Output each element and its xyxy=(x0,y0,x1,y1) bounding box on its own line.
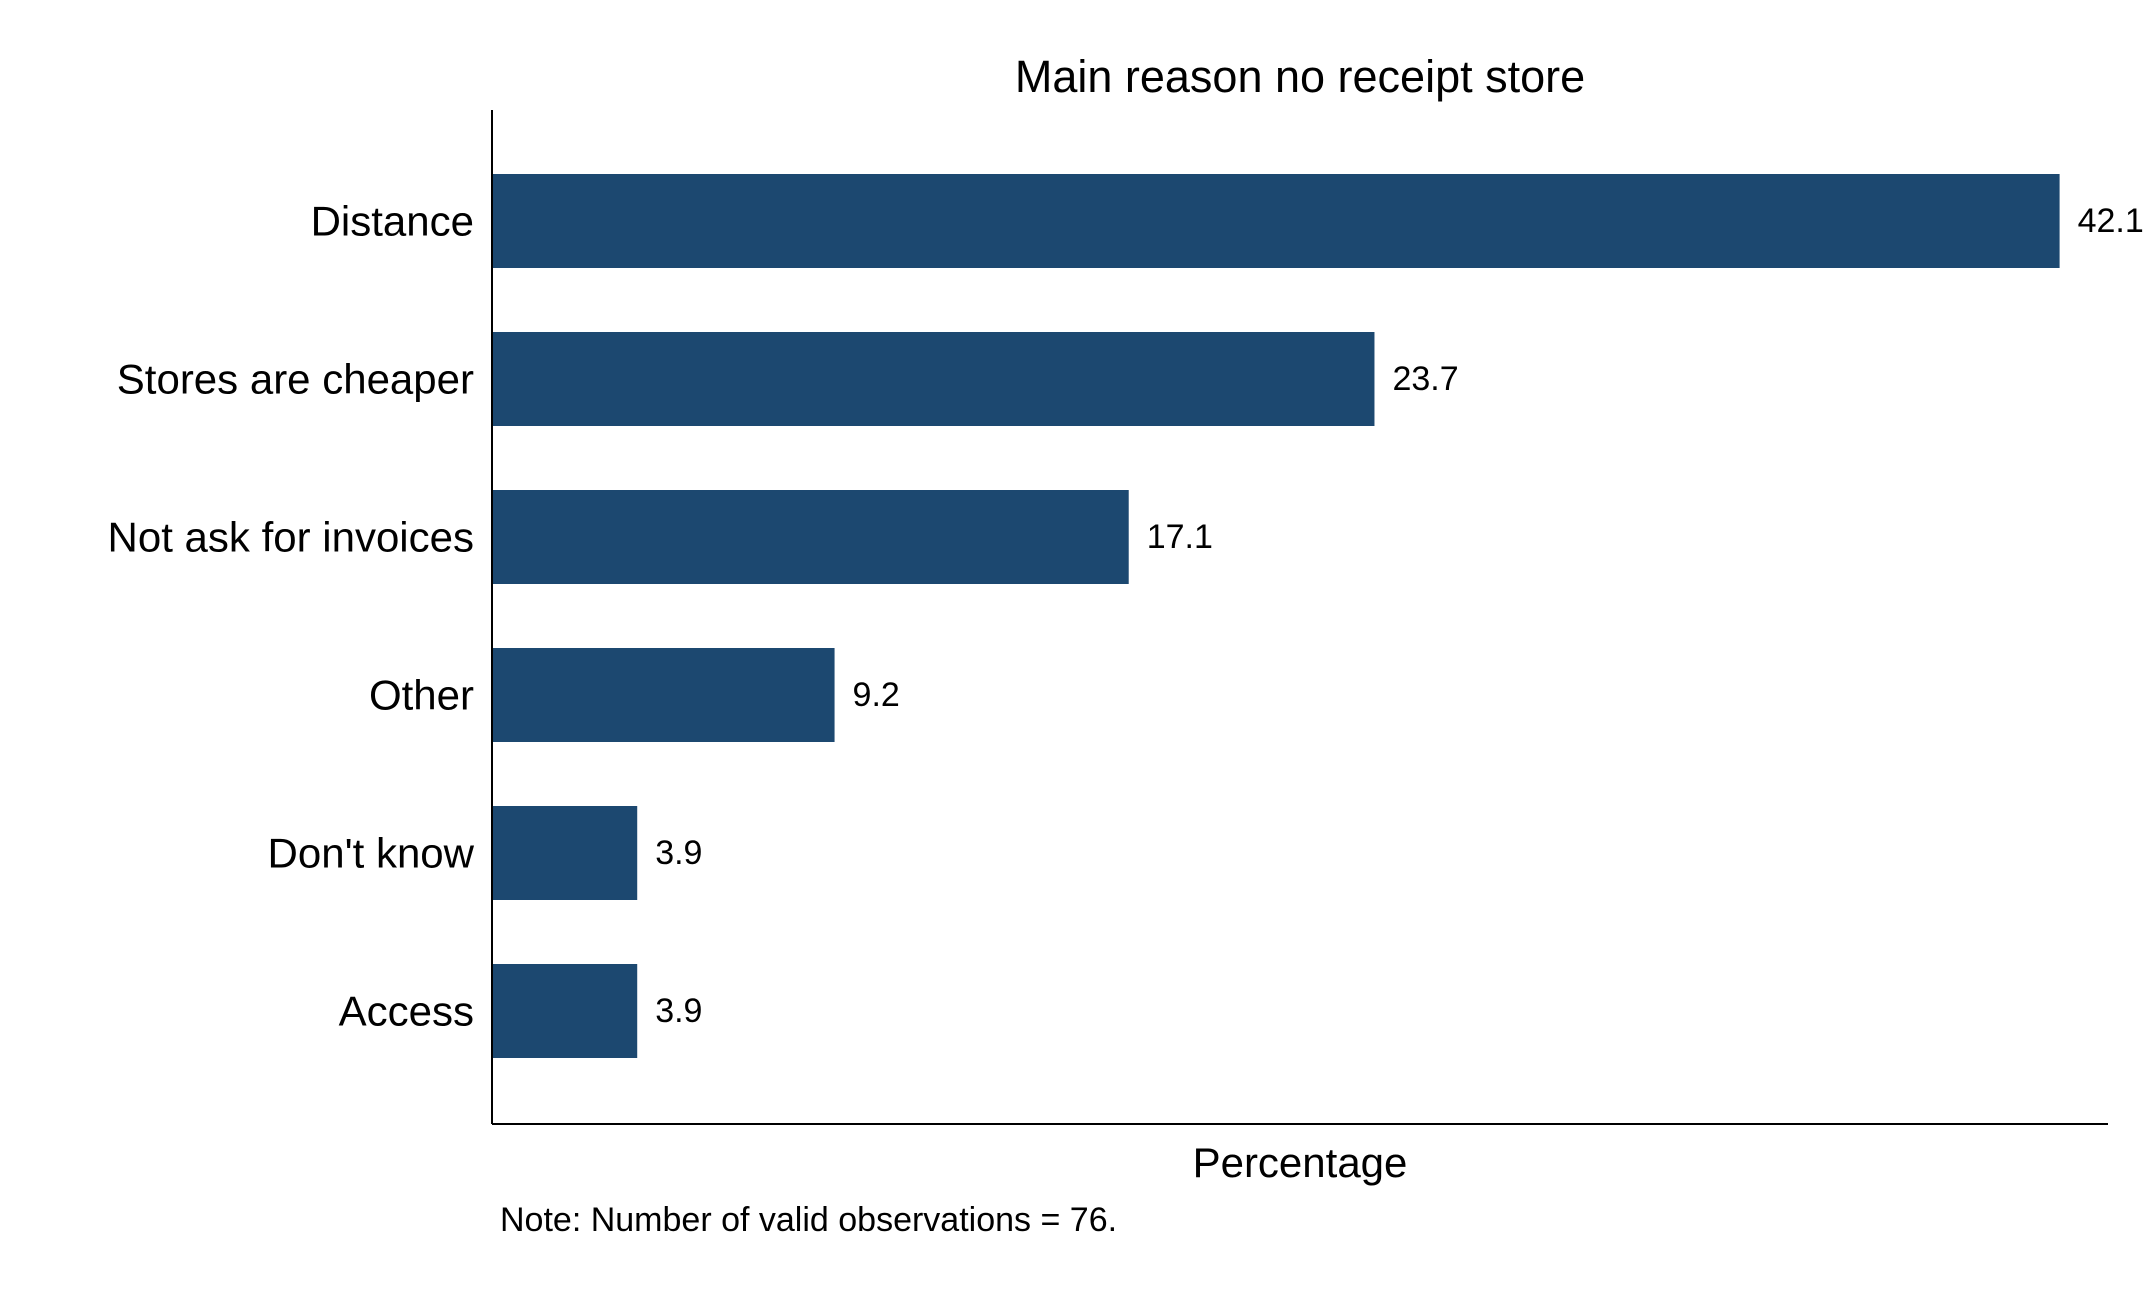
bar-not-ask-for-invoices xyxy=(492,490,1129,584)
category-label-don-t-know: Don't know xyxy=(268,830,475,877)
x-axis-title: Percentage xyxy=(1193,1139,1408,1186)
value-label-other: 9.2 xyxy=(853,676,900,714)
category-label-stores-are-cheaper: Stores are cheaper xyxy=(117,356,474,403)
value-label-not-ask-for-invoices: 17.1 xyxy=(1147,518,1213,556)
axes-group xyxy=(491,110,2108,1125)
value-label-stores-are-cheaper: 23.7 xyxy=(1392,360,1458,398)
value-label-distance: 42.1 xyxy=(2078,202,2144,240)
bar-access xyxy=(492,964,638,1058)
category-label-access: Access xyxy=(339,988,474,1035)
chart-note: Note: Number of valid observations = 76. xyxy=(500,1201,1117,1239)
bar-don-t-know xyxy=(492,806,638,900)
value-label-access: 3.9 xyxy=(655,992,702,1030)
category-label-not-ask-for-invoices: Not ask for invoices xyxy=(108,514,474,561)
bar-distance xyxy=(492,174,2060,268)
bar-other xyxy=(492,648,835,742)
bar-stores-are-cheaper xyxy=(492,332,1375,426)
category-label-distance: Distance xyxy=(311,198,474,245)
value-label-don-t-know: 3.9 xyxy=(655,834,702,872)
chart-title: Main reason no receipt store xyxy=(1015,51,1585,102)
bars-group: Distance 42.1 Stores are cheaper 23.7 Not as… xyxy=(108,174,2144,1058)
category-label-other: Other xyxy=(369,672,474,719)
